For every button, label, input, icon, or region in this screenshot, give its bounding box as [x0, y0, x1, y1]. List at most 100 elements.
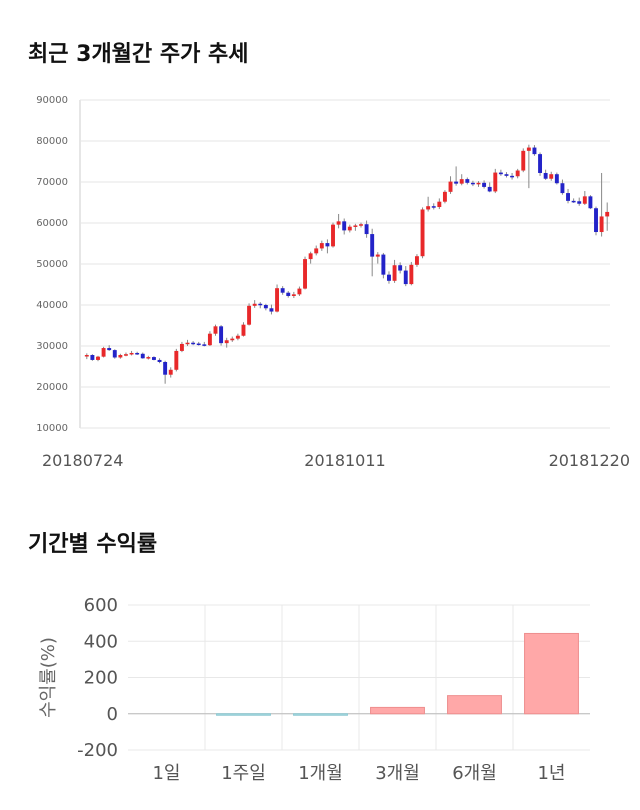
candle-body — [582, 196, 587, 204]
candle-body — [151, 357, 156, 360]
candle-body — [493, 172, 498, 192]
candle-body — [577, 201, 582, 204]
candle-body — [303, 259, 307, 289]
x-tick-label: 1주일 — [221, 763, 266, 784]
candle-body — [510, 175, 515, 178]
candle-body — [543, 172, 548, 179]
y-tick-label: 20000 — [36, 382, 68, 393]
bar-4 — [370, 706, 425, 715]
y-axis-label: 수익률(%) — [38, 637, 59, 718]
candle-body — [426, 206, 431, 210]
candle-body — [359, 224, 363, 226]
candle-body — [476, 182, 481, 185]
candle-body — [252, 303, 257, 306]
bar-2 — [216, 713, 271, 716]
y-tick-label: 50000 — [36, 259, 68, 270]
candle-body — [409, 264, 414, 285]
candle-body — [448, 181, 453, 192]
candle-body — [157, 359, 162, 362]
candle-body — [526, 147, 531, 151]
candle-body — [437, 201, 442, 208]
candle-body — [336, 221, 341, 225]
candle-body — [538, 154, 543, 173]
candle-body — [258, 303, 263, 306]
candle-body — [241, 324, 246, 336]
y-tick-label: 90000 — [36, 95, 68, 106]
candle-body — [129, 352, 134, 355]
returns-bar-chart: -200 0 200 400 600 수익률(%) 1일 1주일 1개월 3개월 6개월 1년 — [38, 595, 590, 784]
x-tick-label: 1개월 — [298, 763, 343, 784]
candle-body — [207, 333, 212, 346]
candle-body — [163, 361, 168, 375]
candle-body — [314, 248, 319, 254]
candle-body — [599, 216, 604, 233]
candle-body — [185, 342, 190, 345]
x-tick-label: 6개월 — [452, 763, 497, 784]
candle-body — [549, 174, 554, 179]
x-tick-label: 20181011 — [304, 451, 385, 470]
candle-body — [571, 200, 576, 203]
candle-body — [174, 350, 179, 370]
bar-3 — [293, 713, 348, 716]
price-chart-title: 최근 3개월간 주가 추세 — [28, 42, 249, 67]
x-tick-label: 1일 — [152, 763, 180, 784]
candle-body — [459, 179, 464, 184]
candle-body — [168, 369, 173, 375]
x-tick-label: 3개월 — [375, 763, 420, 784]
candle-body — [420, 209, 425, 257]
candle-body — [414, 256, 419, 265]
candle-body — [269, 308, 274, 312]
candle-body — [319, 243, 324, 249]
candle-body — [347, 226, 352, 231]
returns-chart-title: 기간별 수익률 — [28, 532, 158, 557]
candle-body — [594, 208, 598, 233]
y-tick-label: 70000 — [36, 177, 68, 188]
candle-body — [498, 172, 503, 175]
candle-body — [487, 186, 492, 192]
candle-body — [96, 356, 100, 360]
candle-body — [84, 355, 89, 357]
candle-body — [605, 211, 610, 217]
y-tick-label: 40000 — [36, 300, 68, 311]
candle-body — [90, 355, 95, 360]
x-tick-label: 1년 — [537, 763, 565, 784]
candle-body — [375, 254, 380, 257]
candle-body — [521, 150, 526, 171]
candle-body — [286, 292, 291, 296]
candle-body — [454, 181, 459, 184]
candle-body — [353, 225, 358, 227]
candle-body — [297, 288, 302, 295]
candle-body — [364, 224, 369, 235]
candle-body — [275, 288, 280, 312]
price-candlestick-chart: 10000 20000 30000 40000 50000 60000 70000 80000… — [36, 95, 630, 470]
candle-body — [554, 174, 559, 184]
candle-body — [331, 224, 335, 247]
candle-body — [118, 355, 123, 358]
candle-body — [196, 343, 201, 346]
candle-body — [398, 265, 403, 271]
candle-body — [566, 193, 570, 201]
candle-body — [112, 350, 117, 358]
candle-body — [146, 357, 151, 359]
candle-body — [124, 354, 128, 356]
candle-body — [107, 348, 112, 351]
candle-body — [482, 182, 487, 187]
candle-body — [504, 174, 509, 176]
candle-body — [470, 182, 475, 185]
candle-body — [230, 338, 235, 341]
candle-body — [219, 326, 224, 344]
candle-body — [291, 294, 296, 296]
bar-6 — [524, 632, 579, 715]
candle-body — [370, 234, 375, 257]
candle-body — [431, 206, 436, 208]
x-tick-label: 20181220 — [549, 451, 630, 470]
y-tick-label: 10000 — [36, 423, 68, 434]
y-tick-label: 600 — [84, 595, 118, 616]
x-tick-label: 20180724 — [42, 451, 123, 470]
candle-body — [101, 348, 106, 357]
y-tick-label: 0 — [107, 704, 118, 725]
candle-body — [191, 342, 196, 345]
candle-body — [532, 147, 537, 155]
candle-body — [308, 253, 313, 260]
y-tick-label: -200 — [77, 740, 118, 761]
